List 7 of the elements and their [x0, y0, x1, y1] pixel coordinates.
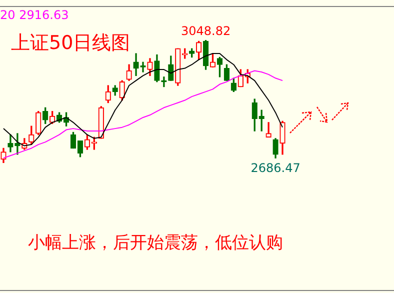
candlestick — [14, 133, 20, 155]
text: 20 2916.63 — [0, 8, 69, 22]
text: 小幅上涨，后开始震荡，低位认购 — [28, 233, 283, 253]
candlestick — [140, 62, 146, 72]
annotation: 2686.47 — [250, 161, 300, 176]
chart-title: 上证50日线图 — [11, 32, 130, 54]
annotation: 3048.82 — [180, 24, 231, 38]
